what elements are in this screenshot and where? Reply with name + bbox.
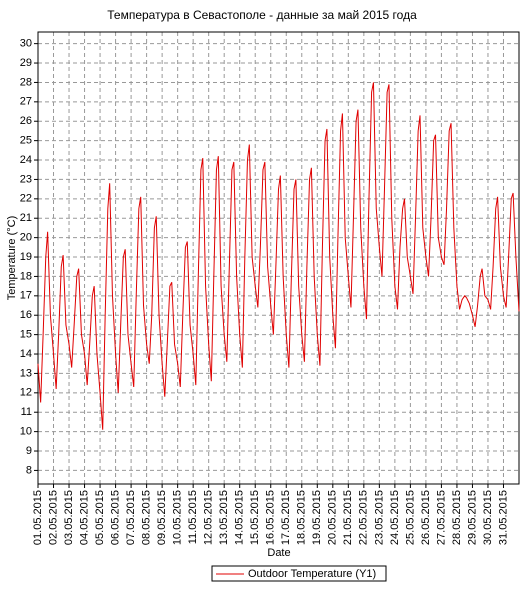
plot-area [38, 32, 519, 484]
x-tick-label: 19.05.2015 [311, 490, 323, 545]
y-tick-label: 26 [20, 115, 32, 127]
y-tick-label: 16 [20, 309, 32, 321]
x-axis-label: Date [267, 547, 290, 559]
y-tick-label: 25 [20, 135, 32, 147]
x-tick-label: 06.05.2015 [109, 490, 121, 545]
x-tick-label: 05.05.2015 [94, 490, 106, 545]
y-tick-label: 8 [26, 464, 32, 476]
y-tick-label: 20 [20, 232, 32, 244]
y-tick-label: 18 [20, 270, 32, 282]
x-tick-label: 08.05.2015 [141, 490, 153, 545]
y-tick-label: 21 [20, 212, 32, 224]
y-tick-label: 9 [26, 445, 32, 457]
x-tick-label: 20.05.2015 [327, 490, 339, 545]
y-tick-label: 11 [21, 406, 32, 418]
x-tick-label: 14.05.2015 [234, 490, 246, 545]
x-tick-label: 27.05.2015 [435, 490, 447, 545]
y-tick-label: 22 [20, 193, 32, 205]
x-tick-label: 30.05.2015 [482, 490, 494, 545]
x-tick-label: 18.05.2015 [296, 490, 308, 545]
legend-box [211, 565, 387, 582]
x-tick-label: 31.05.2015 [497, 490, 509, 545]
x-tick-label: 07.05.2015 [125, 490, 137, 545]
x-tick-label: 11.05.2015 [187, 490, 199, 544]
x-tick-label: 25.05.2015 [404, 490, 416, 545]
x-tick-label: 24.05.2015 [389, 490, 401, 545]
plot-border [37, 31, 520, 485]
y-tick-label: 13 [20, 367, 32, 379]
x-tick-label: 04.05.2015 [78, 490, 90, 545]
y-tick-label: 27 [20, 96, 32, 108]
x-tick-label: 29.05.2015 [466, 490, 478, 545]
x-tick-label: 17.05.2015 [280, 490, 292, 545]
y-tick-label: 30 [20, 38, 32, 50]
x-tick-label: 09.05.2015 [156, 490, 168, 545]
y-tick-label: 19 [20, 251, 32, 263]
x-tick-label: 28.05.2015 [451, 490, 463, 545]
y-tick-label: 15 [20, 329, 32, 341]
x-tick-label: 16.05.2015 [265, 490, 277, 545]
x-tick-label: 10.05.2015 [172, 490, 184, 545]
legend-label: Outdoor Temperature (Y1) [248, 568, 376, 580]
x-tick-label: 21.05.2015 [342, 490, 354, 545]
x-tick-label: 15.05.2015 [249, 490, 261, 545]
y-tick-label: 28 [20, 76, 32, 88]
series-line [37, 82, 520, 430]
x-tick-label: 12.05.2015 [203, 490, 215, 545]
y-tick-label: 17 [20, 290, 32, 302]
x-tick-label: 23.05.2015 [373, 490, 385, 545]
y-tick-label: 14 [20, 348, 32, 360]
y-tick-label: 29 [20, 57, 32, 69]
y-tick-label: 10 [20, 426, 32, 438]
y-tick-label: 12 [20, 387, 32, 399]
x-tick-label: 01.05.2015 [32, 490, 44, 545]
y-axis-label: Temperature (°C) [6, 216, 18, 300]
chart-title: Температура в Севастополе - данные за ма… [107, 8, 417, 22]
x-tick-label: 26.05.2015 [420, 490, 432, 545]
x-tick-label: 13.05.2015 [218, 490, 230, 545]
x-tick-label: 02.05.2015 [47, 490, 59, 545]
y-tick-label: 24 [20, 154, 32, 166]
x-tick-label: 22.05.2015 [358, 490, 370, 545]
y-tick-label: 23 [20, 173, 32, 185]
x-tick-label: 03.05.2015 [63, 490, 75, 545]
